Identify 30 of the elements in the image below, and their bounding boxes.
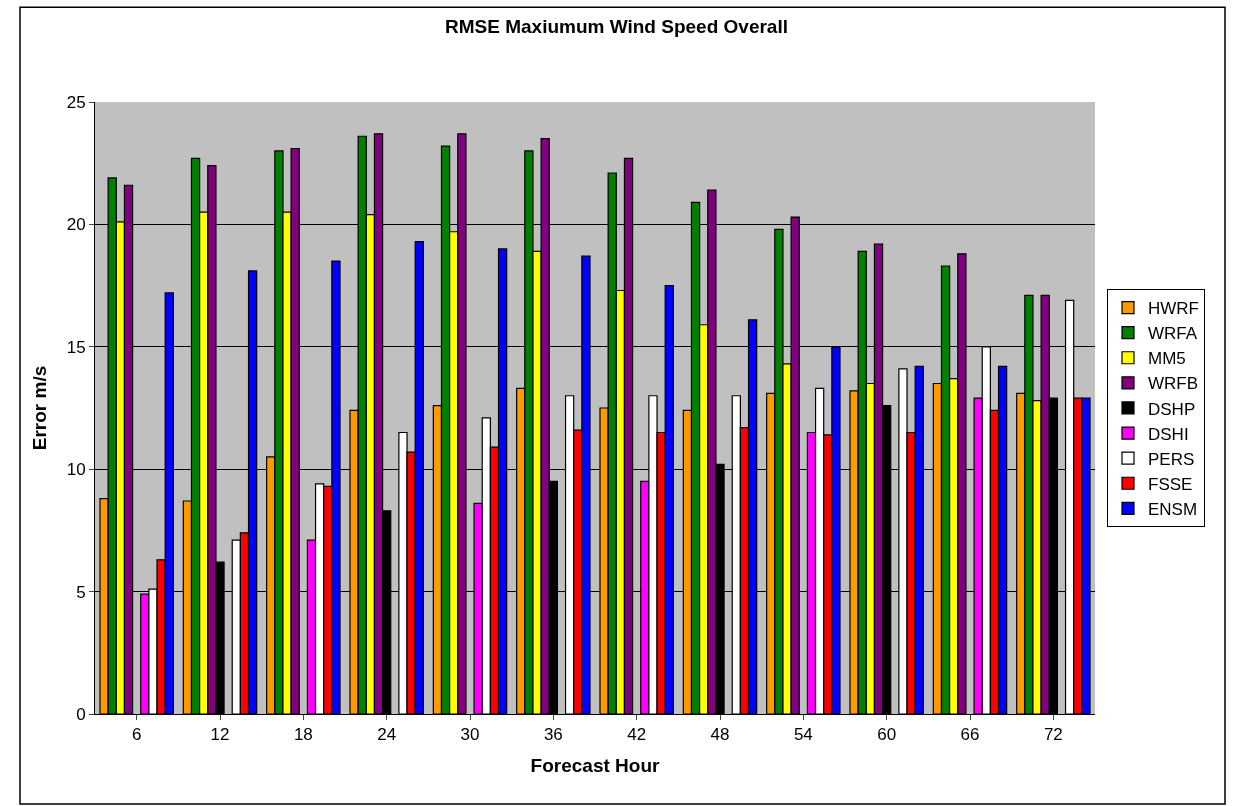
- x-tick-label: 72: [1043, 725, 1063, 745]
- x-tick-label: 66: [960, 725, 980, 745]
- x-tick-label: 60: [877, 725, 897, 745]
- legend-label: DSHI: [1148, 424, 1189, 444]
- legend-label: WRFA: [1148, 324, 1198, 344]
- y-tick-label: 15: [66, 337, 86, 357]
- legend-label: WRFB: [1148, 374, 1199, 394]
- x-tick-label: 48: [710, 725, 730, 745]
- legend-label: DSHP: [1148, 399, 1196, 419]
- legend-label: FSSE: [1148, 474, 1193, 494]
- x-tick-label: 30: [460, 725, 480, 745]
- x-tick-label: 36: [543, 725, 563, 745]
- y-axis-title: Error m/s: [28, 365, 50, 451]
- x-tick-label: 24: [377, 725, 397, 745]
- x-tick-label: 54: [793, 725, 813, 745]
- x-tick-label: 12: [210, 725, 230, 745]
- y-tick-label: 5: [76, 582, 86, 602]
- legend-label: MM5: [1148, 349, 1186, 369]
- chart-title: RMSE Maxiumum Wind Speed Overall: [445, 16, 788, 38]
- y-tick-label: 25: [66, 92, 86, 112]
- x-axis-title: Forecast Hour: [530, 755, 661, 777]
- legend-label: PERS: [1148, 449, 1195, 469]
- x-tick-label: 42: [627, 725, 647, 745]
- y-tick-label: 20: [66, 215, 86, 235]
- legend-label: ENSM: [1148, 499, 1198, 519]
- y-tick-label: 0: [76, 704, 86, 724]
- x-tick-label: 18: [293, 725, 313, 745]
- y-tick-label: 10: [66, 460, 86, 480]
- x-tick-label: 6: [131, 725, 142, 745]
- legend-label: HWRF: [1148, 299, 1199, 319]
